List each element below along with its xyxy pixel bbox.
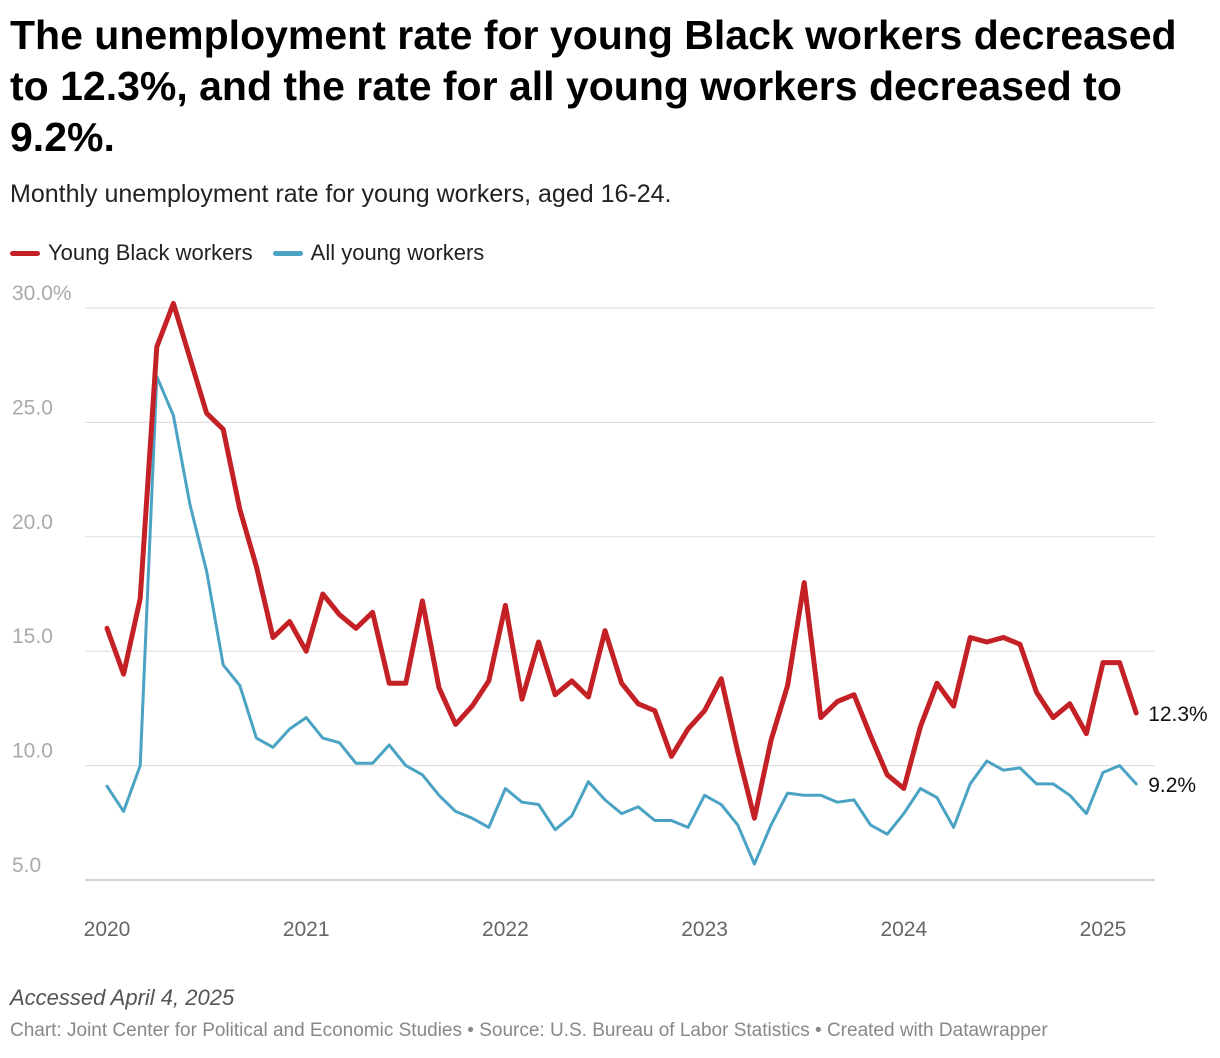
x-tick-label: 2022 xyxy=(482,918,529,941)
series-line-young-black xyxy=(104,300,1139,821)
y-tick-label: 20.0 xyxy=(12,511,53,534)
legend-label-all: All young workers xyxy=(310,240,485,265)
y-tick-label: 15.0 xyxy=(12,625,53,648)
x-tick-label: 2025 xyxy=(1080,918,1127,941)
chart-subtitle: Monthly unemployment rate for young work… xyxy=(10,180,672,208)
accessed-note: Accessed April 4, 2025 xyxy=(10,985,235,1010)
x-tick-label: 2024 xyxy=(880,918,927,941)
y-tick-label: 30.0% xyxy=(12,282,72,305)
y-tick-label: 5.0 xyxy=(12,854,41,877)
end-label-young-black: 12.3% xyxy=(1148,703,1208,726)
x-tick-label: 2023 xyxy=(681,918,728,941)
legend-item-all: All young workers xyxy=(272,240,485,266)
legend-label-black: Young Black workers xyxy=(48,240,253,265)
chart-title: The unemployment rate for young Black wo… xyxy=(10,12,1177,160)
chart-footer: Chart: Joint Center for Political and Ec… xyxy=(10,1020,1048,1041)
x-tick-label: 2020 xyxy=(84,918,131,941)
legend: Young Black workers All young workers xyxy=(10,240,484,266)
legend-swatch-black xyxy=(10,250,40,256)
y-tick-label: 10.0 xyxy=(12,740,53,763)
series-line-all-young xyxy=(105,375,1138,866)
end-label-all-young: 9.2% xyxy=(1148,774,1196,797)
x-tick-label: 2021 xyxy=(283,918,330,941)
y-tick-label: 25.0 xyxy=(12,396,53,419)
legend-swatch-all xyxy=(272,250,303,256)
legend-item-black: Young Black workers xyxy=(10,240,253,266)
